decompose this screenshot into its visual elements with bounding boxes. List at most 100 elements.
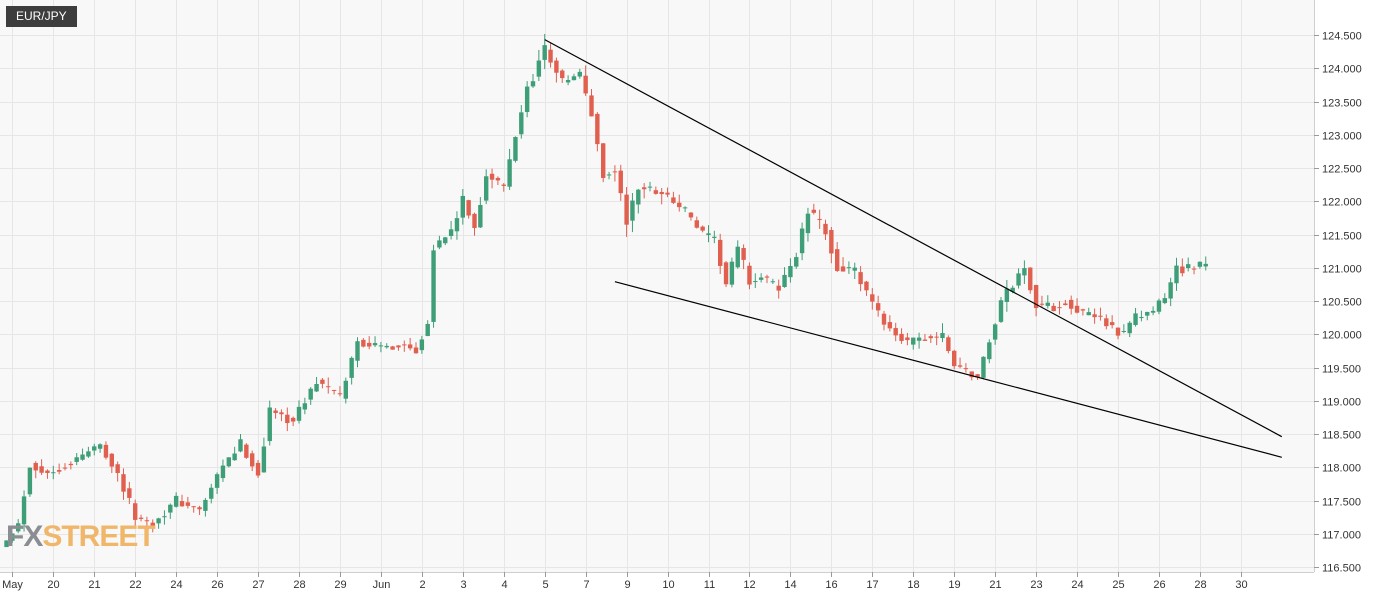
trendlines xyxy=(544,39,1283,458)
candle xyxy=(1028,267,1033,294)
candle xyxy=(343,377,348,404)
candle xyxy=(390,345,395,350)
candle-body xyxy=(554,60,559,73)
candle xyxy=(899,328,904,344)
candle-body xyxy=(770,281,776,283)
candle-body xyxy=(1133,313,1138,325)
candle xyxy=(4,540,9,548)
candle-body xyxy=(864,281,869,291)
candle-body xyxy=(589,95,594,117)
candle-body xyxy=(1016,273,1021,286)
candle-body xyxy=(331,389,337,391)
candle xyxy=(1039,295,1045,307)
candle xyxy=(612,165,618,182)
candle xyxy=(992,323,998,345)
candle-body xyxy=(349,357,354,378)
candle xyxy=(1016,268,1021,289)
candle xyxy=(144,516,150,526)
candle-body xyxy=(472,213,477,228)
candle xyxy=(173,492,179,508)
candle xyxy=(279,409,284,422)
candle xyxy=(86,446,91,458)
candle xyxy=(887,315,893,332)
candle-body xyxy=(448,229,454,237)
candle xyxy=(109,453,114,474)
candle xyxy=(97,443,103,453)
candle xyxy=(74,453,79,466)
candle-body xyxy=(911,337,916,345)
candle xyxy=(1133,307,1138,327)
x-tick-label: 16 xyxy=(825,579,837,591)
candle xyxy=(817,209,822,229)
candle-body xyxy=(109,453,114,467)
candle-body xyxy=(419,339,425,351)
y-tick-label: 117.000 xyxy=(1322,530,1361,542)
candle xyxy=(45,469,50,479)
candle xyxy=(577,68,582,79)
candle xyxy=(1156,298,1162,315)
candle xyxy=(203,497,208,517)
candle xyxy=(764,274,770,284)
candle-body xyxy=(601,143,606,178)
x-tick-label: 23 xyxy=(1030,579,1042,591)
candle xyxy=(478,197,483,228)
candle-body xyxy=(875,303,881,311)
candle-body xyxy=(279,412,284,415)
candle-body xyxy=(1010,287,1015,292)
candle xyxy=(1162,293,1167,305)
candle-body xyxy=(823,223,828,235)
candle xyxy=(51,465,56,480)
candle-body xyxy=(846,267,852,269)
candle-body xyxy=(835,249,840,271)
candle xyxy=(782,267,787,288)
y-tick-label: 123.000 xyxy=(1322,131,1362,143)
candle-body xyxy=(595,113,600,145)
candle xyxy=(554,57,559,83)
candle-body xyxy=(68,463,74,466)
candle xyxy=(150,519,155,533)
candle xyxy=(718,233,723,275)
candle xyxy=(928,334,933,344)
candle xyxy=(794,252,799,269)
candle-body xyxy=(606,174,612,176)
candle-body xyxy=(220,465,226,479)
candle-body xyxy=(267,407,272,442)
candle xyxy=(981,356,986,380)
candle-body xyxy=(244,444,249,458)
candle-body xyxy=(460,195,465,218)
candle xyxy=(952,349,957,370)
candle-body xyxy=(1092,314,1097,318)
candle-body xyxy=(729,261,735,285)
candle xyxy=(1191,266,1197,275)
candle-body xyxy=(776,285,781,291)
candle-body xyxy=(677,202,682,208)
y-tick-label: 122.000 xyxy=(1322,197,1362,209)
candle-body xyxy=(39,466,44,473)
candle xyxy=(858,266,863,292)
candle-body xyxy=(443,237,448,244)
candle-body xyxy=(899,333,904,341)
candle xyxy=(1197,261,1203,269)
candle xyxy=(1086,307,1091,316)
candle xyxy=(402,340,407,352)
candle-body xyxy=(197,507,202,510)
candle-body xyxy=(753,281,758,283)
candle-body xyxy=(805,213,811,234)
trendline-upper xyxy=(544,39,1283,438)
candle xyxy=(472,212,477,236)
candle-body xyxy=(320,379,325,384)
candle-body xyxy=(302,403,308,410)
candle xyxy=(864,280,869,296)
candle-body xyxy=(682,207,688,209)
candle xyxy=(758,273,764,283)
candle-body xyxy=(290,417,296,422)
candle-body xyxy=(214,474,220,488)
y-tick-label: 117.500 xyxy=(1322,497,1361,509)
candle-body xyxy=(173,495,179,507)
candle xyxy=(677,194,682,212)
candle xyxy=(326,377,331,394)
candle-body xyxy=(700,226,705,231)
x-tick-label: 19 xyxy=(948,579,960,591)
candle xyxy=(226,457,231,468)
candle-body xyxy=(238,439,243,452)
